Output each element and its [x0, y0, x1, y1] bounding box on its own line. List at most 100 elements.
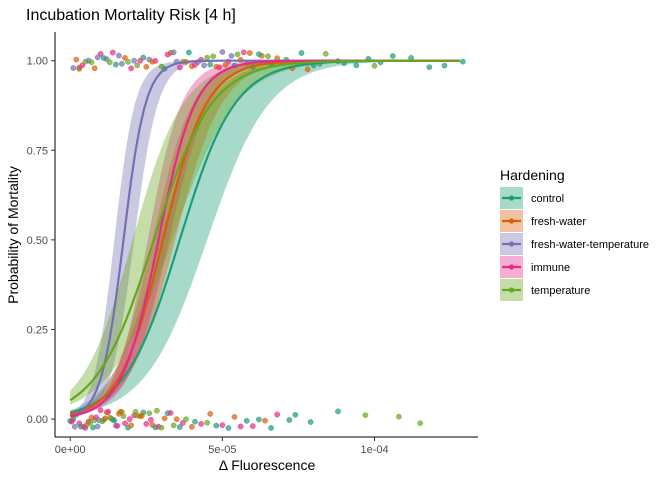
point-died-immune [128, 65, 134, 72]
point-died-fresh-water [91, 65, 98, 72]
y-ticks: 0.00 0.25 0.50 0.75 1.00 [27, 56, 55, 426]
point-died-control [459, 58, 466, 65]
point-died-fresh-water-temperature [119, 60, 125, 67]
confidence-bands [70, 60, 460, 418]
point-survived-fresh-water-temperature [94, 423, 101, 430]
point-survived-fresh-water [189, 424, 195, 430]
point-died-control [113, 61, 119, 68]
legend-dot-fresh-water-temperature [508, 241, 515, 247]
point-survived-fresh-water [128, 422, 134, 429]
point-died-control [298, 50, 305, 56]
point-survived-fresh-water [231, 414, 238, 420]
point-survived-temperature [204, 419, 211, 426]
curve-temperature [69, 59, 460, 402]
point-survived-temperature [120, 413, 127, 420]
x-tick-label: 0e+00 [55, 444, 86, 456]
x-axis-title: Δ Fluorescence [219, 457, 316, 473]
point-survived-immune [219, 422, 226, 428]
y-tick-label: 0.00 [27, 414, 48, 426]
point-died-temperature [371, 62, 378, 69]
point-survived-fresh-water-temperature [71, 423, 78, 430]
point-died-temperature [204, 54, 211, 61]
y-axis-title: Probability of Mortality [5, 166, 21, 304]
legend-label-temperature: temperature [531, 285, 590, 297]
legend-label-control: control [531, 193, 564, 205]
legend: Hardening control fresh-water fresh-water-… [500, 167, 649, 301]
point-survived-immune [143, 421, 150, 427]
point-died-fresh-water-temperature [131, 57, 137, 64]
point-survived-control [192, 418, 198, 425]
band-control [70, 60, 460, 415]
point-died-fresh-water [143, 63, 150, 70]
point-survived-control [335, 408, 341, 415]
point-survived-temperature [132, 408, 139, 415]
point-died-immune [137, 57, 144, 64]
point-survived-fresh-water [161, 415, 168, 422]
point-died-control [441, 62, 448, 69]
point-survived-control [307, 419, 314, 425]
point-died-immune [176, 64, 183, 71]
point-survived-control [268, 425, 274, 431]
point-died-fresh-water [222, 61, 229, 68]
point-survived-immune [148, 416, 154, 423]
point-survived-immune [167, 410, 174, 416]
point-survived-immune [122, 420, 128, 427]
point-survived-immune [198, 421, 204, 427]
point-died-temperature [210, 53, 217, 60]
y-tick-label: 0.75 [27, 145, 48, 157]
point-survived-control [256, 416, 262, 423]
y-tick-label: 1.00 [27, 56, 48, 68]
point-survived-immune [114, 423, 121, 429]
point-survived-control [213, 422, 220, 429]
point-died-fresh-water-temperature [201, 62, 207, 69]
point-survived-control [111, 417, 118, 424]
point-survived-immune [105, 408, 112, 415]
point-survived-temperature [183, 416, 189, 423]
y-tick-label: 0.25 [27, 324, 48, 336]
point-survived-temperature [87, 419, 93, 426]
point-survived-control [225, 425, 232, 431]
point-survived-temperature [146, 410, 153, 417]
point-survived-immune [126, 416, 133, 422]
point-survived-immune [237, 423, 244, 430]
legend-label-immune: immune [531, 262, 570, 274]
point-survived-control [243, 417, 250, 424]
point-died-temperature [88, 59, 95, 66]
fitted-curves [69, 59, 460, 418]
point-survived-control [292, 411, 299, 418]
point-died-fresh-water-temperature [170, 49, 177, 56]
legend-dot-temperature [508, 287, 515, 293]
point-survived-immune [97, 407, 104, 414]
chart-title: Incubation Mortality Risk [4 h] [26, 7, 236, 24]
point-died-fresh-water-temperature [228, 53, 235, 59]
point-died-fresh-water [246, 50, 253, 56]
point-survived-temperature [362, 412, 369, 419]
point-died-fresh-water-temperature [94, 54, 101, 61]
point-survived-fresh-water [207, 411, 214, 417]
point-died-fresh-water-temperature [219, 49, 226, 55]
point-died-fresh-water [73, 56, 80, 63]
point-survived-fresh-water [173, 416, 180, 423]
point-died-temperature [125, 58, 131, 65]
point-died-control [186, 49, 192, 56]
legend-title: Hardening [500, 167, 565, 183]
point-died-fresh-water [149, 58, 156, 65]
legend-label-fresh-water: fresh-water [531, 216, 586, 228]
point-died-temperature [134, 62, 141, 69]
point-survived-immune [179, 420, 186, 426]
point-survived-immune [274, 411, 281, 418]
point-died-immune [216, 64, 223, 71]
x-ticks: 0e+00 5e-05 1e-04 [55, 437, 389, 456]
point-survived-control [286, 417, 293, 423]
point-died-fresh-water [76, 65, 83, 72]
point-survived-temperature [158, 424, 165, 431]
point-survived-temperature [170, 422, 177, 429]
legend-dot-fresh-water [508, 218, 515, 224]
point-survived-temperature [396, 413, 402, 420]
point-died-immune [240, 49, 247, 56]
point-survived-immune [68, 418, 75, 425]
point-died-fresh-water-temperature [116, 52, 122, 59]
axes [54, 32, 478, 438]
